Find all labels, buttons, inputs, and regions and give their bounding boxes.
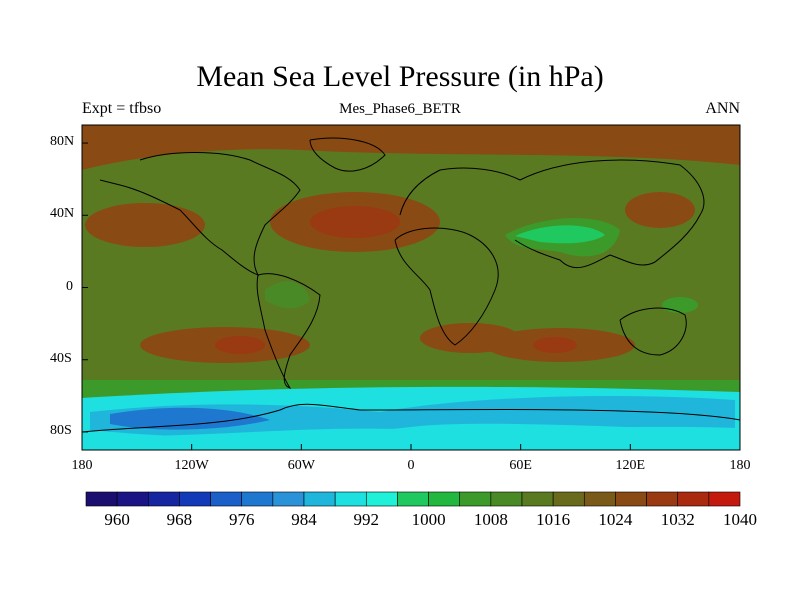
colorbar-swatch (303, 491, 336, 507)
longitude-label: 180 (71, 458, 93, 473)
colorbar-label: 960 (104, 510, 130, 529)
colorbar-label: 968 (166, 510, 193, 529)
azores-high-core (310, 206, 400, 238)
north-america-coast (99, 152, 301, 276)
season-label: ANN (705, 100, 740, 117)
latitude-label: 40N (50, 206, 75, 222)
colorbar-label: 984 (291, 510, 317, 529)
colorbar-swatch (147, 491, 180, 507)
colorbar-label: 976 (228, 510, 255, 529)
greenland-coast (309, 137, 386, 172)
colorbar-swatch (365, 491, 398, 507)
siberian-high (625, 192, 695, 228)
longitude-label: 120E (615, 458, 646, 473)
colorbar-swatch (116, 491, 149, 507)
colorbar-swatch (459, 491, 492, 507)
map-panel (81, 124, 741, 451)
colorbar-swatch (646, 491, 679, 507)
longitude-label: 0 (407, 458, 415, 473)
south-america-coast (256, 273, 321, 389)
asia-coast (514, 159, 705, 269)
longitude-label: 120W (174, 458, 209, 473)
run-name-label: Mes_Phase6_BETR (339, 101, 461, 117)
colorbar-swatch (334, 491, 367, 507)
colorbar-swatch (210, 491, 243, 507)
indian-ocean-high-core (533, 337, 577, 353)
longitude-label: 180 (729, 458, 751, 473)
colorbar-swatch (708, 491, 741, 507)
latitude-label: 40S (50, 350, 72, 366)
colorbar-swatch (490, 491, 523, 507)
latitude-label: 80N (50, 134, 75, 150)
colorbar-label: 1016 (536, 510, 571, 529)
colorbar-label: 1008 (473, 510, 508, 529)
antarctica-coast (81, 403, 741, 433)
colorbar-label: 1032 (660, 510, 695, 529)
australia-coast (619, 307, 687, 356)
latitude-label: 0 (66, 278, 73, 294)
arctic-high (82, 125, 740, 170)
experiment-label: Expt = tfbso (82, 100, 162, 117)
europe-coast (399, 167, 521, 216)
colorbar-swatch (615, 491, 647, 507)
colorbar-label: 1000 (411, 510, 446, 529)
antarctic-plateau (82, 426, 740, 450)
colorbar-label: 992 (353, 510, 380, 529)
colorbar-swatch (677, 491, 710, 507)
longitude-label: 60E (509, 458, 532, 473)
colorbar-swatch (397, 491, 429, 507)
north-pacific-high (85, 203, 205, 247)
colorbar-swatch (521, 491, 554, 507)
axis-ticks (81, 142, 741, 450)
colorbar-swatch (85, 491, 118, 507)
colorbar-swatch (428, 491, 461, 507)
africa-coast (394, 227, 499, 346)
amazon-low (265, 281, 310, 309)
maritime-continent-low (662, 297, 698, 313)
map-title: Mean Sea Level Pressure (in hPa) (196, 60, 604, 93)
south-asian-low-core (515, 225, 605, 244)
colorbar-swatch (241, 491, 274, 507)
south-pacific-high-core (215, 336, 265, 354)
colorbar (85, 491, 741, 507)
colorbar-swatch (179, 491, 211, 507)
colorbar-label: 1040 (723, 510, 757, 529)
colorbar-swatch (272, 491, 305, 507)
latitude-label: 80S (50, 422, 72, 438)
southern-trough-deep (110, 407, 270, 430)
coastlines (81, 137, 741, 433)
colorbar-swatch (583, 491, 616, 507)
southern-trough-blue (90, 396, 735, 438)
colorbar-label: 1024 (598, 510, 633, 529)
longitude-label: 60W (287, 458, 315, 473)
colorbar-swatch (552, 491, 585, 507)
